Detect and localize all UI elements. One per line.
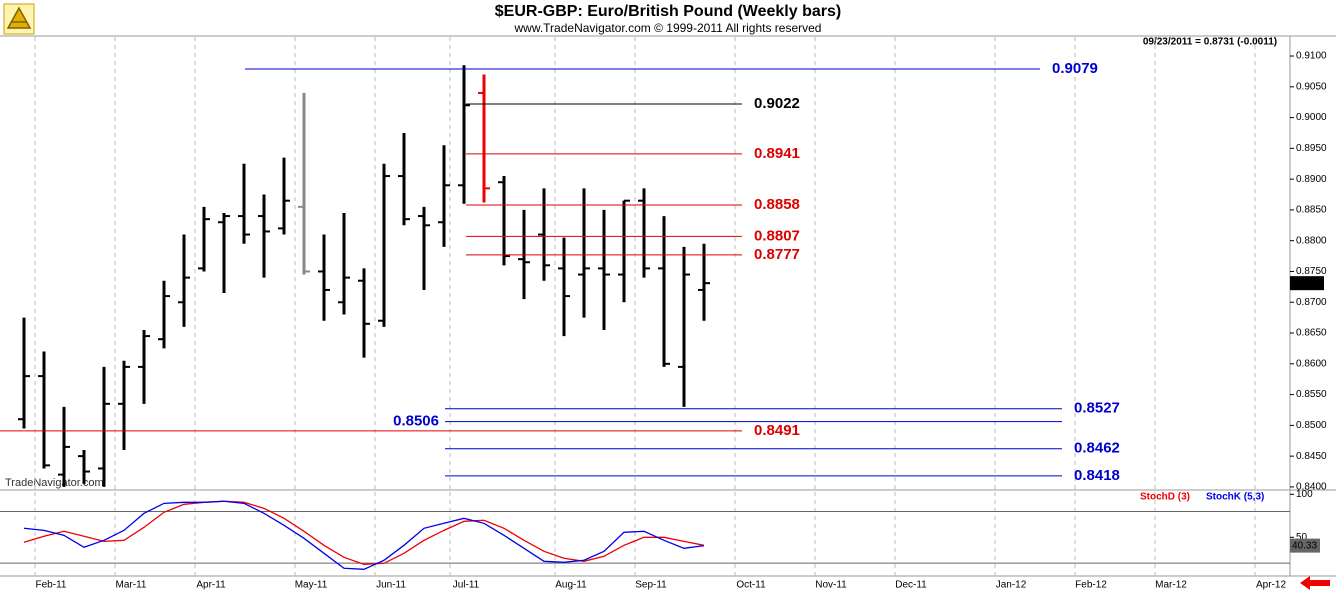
ohlc-bar [278, 157, 290, 235]
y-tick-label: 0.8700 [1296, 297, 1327, 308]
y-tick-label: 0.8950 [1296, 143, 1327, 154]
y-tick-label: 0.9100 [1296, 51, 1327, 62]
ohlc-bar [458, 65, 470, 204]
y-tick-label: 0.8550 [1296, 389, 1327, 400]
ohlc-bar [298, 92, 310, 275]
ohlc-bar [138, 329, 150, 404]
ohlc-bar [18, 317, 30, 429]
quote: 09/23/2011 = 0.8731 (-0.0011) [1143, 37, 1277, 48]
x-tick-label: Apr-12 [1256, 580, 1286, 591]
ohlc-bar [358, 268, 370, 358]
ohlc-bar [58, 406, 70, 487]
level-label: 0.8418 [1074, 467, 1120, 484]
last-value-box [1290, 538, 1320, 553]
ohlc-bar [98, 366, 110, 487]
x-tick-label: Nov-11 [815, 580, 847, 591]
ohlc-bar [698, 243, 710, 321]
y-tick-label: 0.9050 [1296, 81, 1327, 92]
legend-entry: StochK (5,3) [1206, 492, 1264, 503]
ohlc-bar [618, 199, 630, 303]
x-tick-label: Jan-12 [996, 580, 1027, 591]
stoch-line [23, 500, 705, 570]
level-label: 0.8777 [754, 246, 800, 263]
x-tick-label: Jun-11 [376, 580, 406, 591]
logo [3, 3, 35, 35]
ohlc-bar [78, 449, 90, 484]
level-label: 0.9079 [1052, 60, 1098, 77]
last-price: 0.8731 [1293, 278, 1324, 289]
ohlc-bar [658, 216, 670, 367]
legend-entry: StochD (3) [1140, 492, 1190, 503]
level-label: 0.8491 [754, 422, 800, 439]
x-tick-label: Feb-11 [36, 580, 67, 591]
level-label: 0.8527 [1074, 400, 1120, 417]
x-tick-label: Feb-12 [1075, 580, 1107, 591]
x-tick-label: Aug-11 [555, 580, 587, 591]
x-tick-label: Mar-11 [116, 580, 147, 591]
ohlc-bar [338, 212, 350, 315]
ohlc-bar [638, 188, 650, 278]
watermark: TradeNavigator.com [5, 477, 104, 489]
y-tick-label: 0.8650 [1296, 328, 1327, 339]
level-label: 0.8807 [754, 227, 800, 244]
x-tick-label: May-11 [295, 580, 328, 591]
ohlc-bar [678, 246, 690, 407]
last-value: 40.33 [1292, 540, 1317, 551]
x-tick-label: Oct-11 [736, 580, 766, 591]
level-label: 0.8462 [1074, 440, 1120, 457]
y-tick-label: 0.8850 [1296, 205, 1327, 216]
y-tick-label: 100 [1296, 489, 1313, 500]
ohlc-bar [238, 163, 250, 244]
x-tick-label: Mar-12 [1155, 580, 1187, 591]
level-label: 0.8941 [754, 145, 800, 162]
y-tick-label: 0.9000 [1296, 112, 1327, 123]
ohlc-bar [478, 74, 490, 203]
scroll-arrow[interactable] [1300, 576, 1330, 590]
y-tick-label: 0.8600 [1296, 358, 1327, 369]
x-tick-label: Jul-11 [453, 580, 480, 591]
y-tick-label: 0.8900 [1296, 174, 1327, 185]
ohlc-bar [218, 212, 230, 294]
ohlc-bar [498, 176, 510, 266]
level-label: 0.8858 [754, 196, 800, 213]
chart-subtitle: www.TradeNavigator.com © 1999-2011 All r… [514, 21, 822, 35]
level-label: 0.9022 [754, 95, 800, 112]
y-tick-label: 0.8800 [1296, 235, 1327, 246]
ohlc-bar [398, 132, 410, 226]
ohlc-bar [378, 163, 390, 327]
ohlc-bar [538, 188, 550, 281]
ohlc-bar [38, 351, 50, 469]
ohlc-bar [418, 206, 430, 290]
ohlc-bar [578, 188, 590, 318]
ohlc-bar [558, 237, 570, 337]
stoch-line [23, 500, 705, 565]
y-tick-label: 0.8400 [1296, 482, 1327, 493]
ohlc-bar [118, 360, 130, 450]
x-tick-label: Sep-11 [635, 580, 667, 591]
y-tick-label: 0.8750 [1296, 266, 1327, 277]
chart-title: $EUR-GBP: Euro/British Pound (Weekly bar… [495, 3, 841, 20]
ohlc-bar [438, 145, 450, 247]
ohlc-bar [258, 194, 270, 278]
ohlc-bar [598, 209, 610, 330]
ohlc-bar [198, 206, 210, 272]
y-tick-label: 0.8500 [1296, 420, 1327, 431]
ohlc-bar [178, 234, 190, 327]
y-tick-label: 0.8450 [1296, 451, 1327, 462]
last-price-box [1290, 276, 1324, 291]
y-tick-label: 50 [1296, 532, 1308, 543]
x-tick-label: Apr-11 [196, 580, 226, 591]
ohlc-bar [318, 234, 330, 321]
level-label: 0.8506 [393, 413, 439, 430]
x-tick-label: Dec-11 [895, 580, 927, 591]
ohlc-bar [158, 280, 170, 349]
